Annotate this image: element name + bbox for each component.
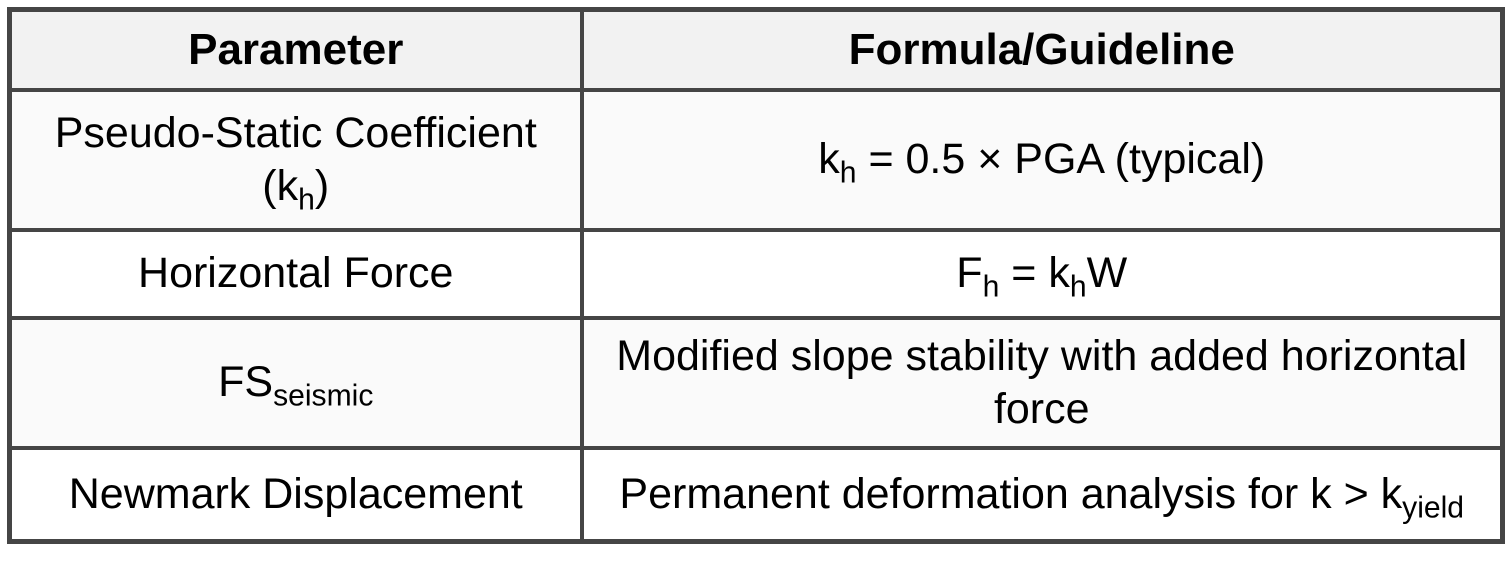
- seismic-parameters-table: Parameter Formula/Guideline Pseudo-Stati…: [7, 7, 1505, 544]
- table-header-row: Parameter Formula/Guideline: [7, 7, 1505, 92]
- parameter-cell: FSseismic: [7, 315, 584, 450]
- parameter-cell: Pseudo-Static Coefficient (kh): [7, 87, 584, 232]
- parameter-cell: Horizontal Force: [7, 227, 584, 320]
- parameter-cell: Newmark Displacement: [7, 445, 584, 544]
- table-row: FSseismic Modified slope stability with …: [7, 315, 1505, 450]
- column-header-formula: Formula/Guideline: [579, 7, 1505, 92]
- formula-cell: Modified slope stability with added hori…: [579, 315, 1505, 450]
- table-row: Pseudo-Static Coefficient (kh) kh = 0.5 ×…: [7, 87, 1505, 232]
- table-row: Newmark Displacement Permanent deformati…: [7, 445, 1505, 544]
- table-row: Horizontal Force Fh = khW: [7, 227, 1505, 320]
- column-header-parameter: Parameter: [7, 7, 584, 92]
- formula-cell: Permanent deformation analysis for k > k…: [579, 445, 1505, 544]
- formula-cell: Fh = khW: [579, 227, 1505, 320]
- formula-cell: kh = 0.5 × PGA (typical): [579, 87, 1505, 232]
